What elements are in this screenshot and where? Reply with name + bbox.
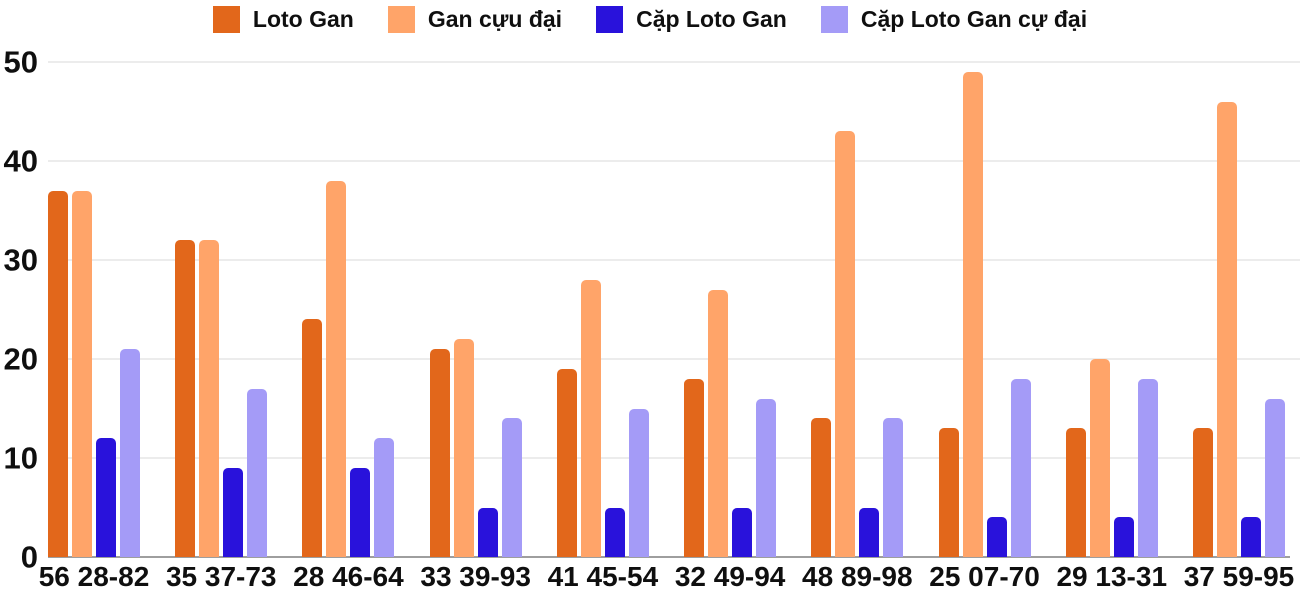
bar-cap-loto-gan-cu-ai (628, 408, 649, 557)
legend-swatch-icon (212, 6, 240, 33)
x-axis-category-label: 56 28-82 (38, 561, 150, 592)
bar-groups: 56 28-82 35 37-73 28 46-64 33 39-93 41 45-54… (39, 62, 1294, 591)
y-axis-tick-label: 20 (3, 341, 38, 377)
bar-gan-cuu-ai (72, 190, 92, 557)
bar-group: 37 59-95 (1184, 62, 1294, 591)
bar-cap-loto-gan-cu-ai (756, 398, 777, 557)
bar-loto-gan (811, 418, 832, 557)
y-axis-tick-label: 40 (3, 143, 38, 179)
bar-cap-loto-gan (859, 507, 880, 557)
legend-item-cap-loto-gan-cu-ai[interactable]: Cặp Loto Gan cự đại (820, 6, 1088, 33)
x-axis-category-label: 41 45-54 (547, 561, 659, 592)
x-axis-category-label: 28 46-64 (293, 561, 404, 592)
bar-gan-cuu-ai (453, 339, 474, 557)
legend-swatch-icon (596, 6, 624, 33)
legend-label: Loto Gan (252, 6, 354, 32)
bar-gan-cuu-ai (199, 240, 220, 557)
gridline (48, 457, 1300, 459)
y-axis-tick-label: 30 (3, 242, 38, 278)
bar-cap-loto-gan (477, 507, 498, 557)
bar-group: 25 07-70 (929, 62, 1040, 591)
bar-loto-gan (556, 368, 577, 557)
bar-cap-loto-gan-cu-ai (1010, 378, 1031, 557)
y-axis-tick-label: 10 (3, 440, 38, 476)
legend-item-gan-cuu-ai[interactable]: Gan cựu đại (387, 6, 563, 33)
bar-gan-cuu-ai (962, 71, 983, 557)
bar-cap-loto-gan (350, 467, 371, 557)
legend-label: Cặp Loto Gan (636, 6, 787, 32)
bar-cap-loto-gan-cu-ai (883, 418, 904, 557)
plot-area: 56 28-82 35 37-73 28 46-64 33 39-93 41 45-54… (39, 61, 1300, 591)
x-axis-category-label: 25 07-70 (929, 561, 1040, 592)
bar-cap-loto-gan (1113, 517, 1134, 557)
bar-group: 33 39-93 (420, 62, 531, 591)
bar-cap-loto-gan-cu-ai (1264, 398, 1285, 557)
bar-loto-gan (48, 190, 68, 557)
x-axis-category-label: 29 13-31 (1056, 561, 1168, 592)
gridline (48, 259, 1300, 261)
bar-cap-loto-gan (604, 507, 625, 557)
bar-loto-gan (429, 349, 450, 557)
bar-loto-gan (1192, 428, 1213, 557)
bar-gan-cuu-ai (1216, 101, 1237, 557)
bar-group: 41 45-54 (548, 62, 658, 591)
bar-cap-loto-gan (732, 507, 753, 557)
bar-gan-cuu-ai (580, 279, 601, 557)
gridline (48, 358, 1300, 360)
y-axis: 0 10 20 30 40 50 (0, 47, 38, 573)
bar-cap-loto-gan (96, 438, 116, 557)
legend-label: Gan cựu đại (427, 6, 563, 32)
x-axis-category-label: 33 39-93 (420, 561, 531, 592)
bar-group: 35 37-73 (166, 62, 276, 591)
bar-loto-gan (684, 378, 705, 557)
x-axis-category-label: 37 59-95 (1183, 561, 1295, 592)
bar-group: 29 13-31 (1056, 62, 1167, 591)
gridline (48, 61, 1300, 63)
bar-cap-loto-gan (1240, 517, 1261, 557)
bar-gan-cuu-ai (1089, 359, 1110, 557)
bar-group: 48 89-98 (802, 62, 913, 591)
legend-label: Cặp Loto Gan cự đại (860, 6, 1088, 32)
bar-cap-loto-gan (986, 517, 1007, 557)
x-axis-category-label: 48 89-98 (802, 561, 913, 592)
bar-loto-gan (302, 319, 323, 557)
bar-group: 32 49-94 (675, 62, 785, 591)
x-axis-category-label: 35 37-73 (165, 561, 277, 592)
bar-loto-gan (938, 428, 959, 557)
bar-group: 28 46-64 (293, 62, 404, 591)
legend-item-loto-gan[interactable]: Loto Gan (212, 6, 354, 33)
bar-loto-gan (175, 240, 196, 557)
chart-legend: Loto Gan Gan cựu đại Cặp Loto Gan Cặp Loto … (0, 6, 1300, 33)
bar-cap-loto-gan-cu-ai (501, 418, 522, 557)
y-axis-tick-label: 50 (3, 44, 38, 80)
x-axis-baseline (48, 556, 1290, 558)
bar-cap-loto-gan-cu-ai (1137, 378, 1158, 557)
bar-loto-gan (1065, 428, 1086, 557)
y-axis-tick-label: 0 (20, 539, 38, 575)
bar-gan-cuu-ai (326, 180, 347, 557)
bar-cap-loto-gan-cu-ai (120, 349, 140, 557)
bar-gan-cuu-ai (708, 289, 729, 557)
legend-swatch-icon (820, 6, 848, 33)
bar-group: 56 28-82 (39, 62, 149, 591)
bar-cap-loto-gan-cu-ai (374, 438, 395, 557)
bar-cap-loto-gan-cu-ai (247, 388, 268, 557)
bar-cap-loto-gan (223, 467, 244, 557)
legend-item-cap-loto-gan[interactable]: Cặp Loto Gan (596, 6, 787, 33)
x-axis-category-label: 32 49-94 (674, 561, 786, 592)
legend-swatch-icon (387, 6, 415, 33)
bar-gan-cuu-ai (835, 131, 856, 557)
gridline (48, 160, 1300, 162)
